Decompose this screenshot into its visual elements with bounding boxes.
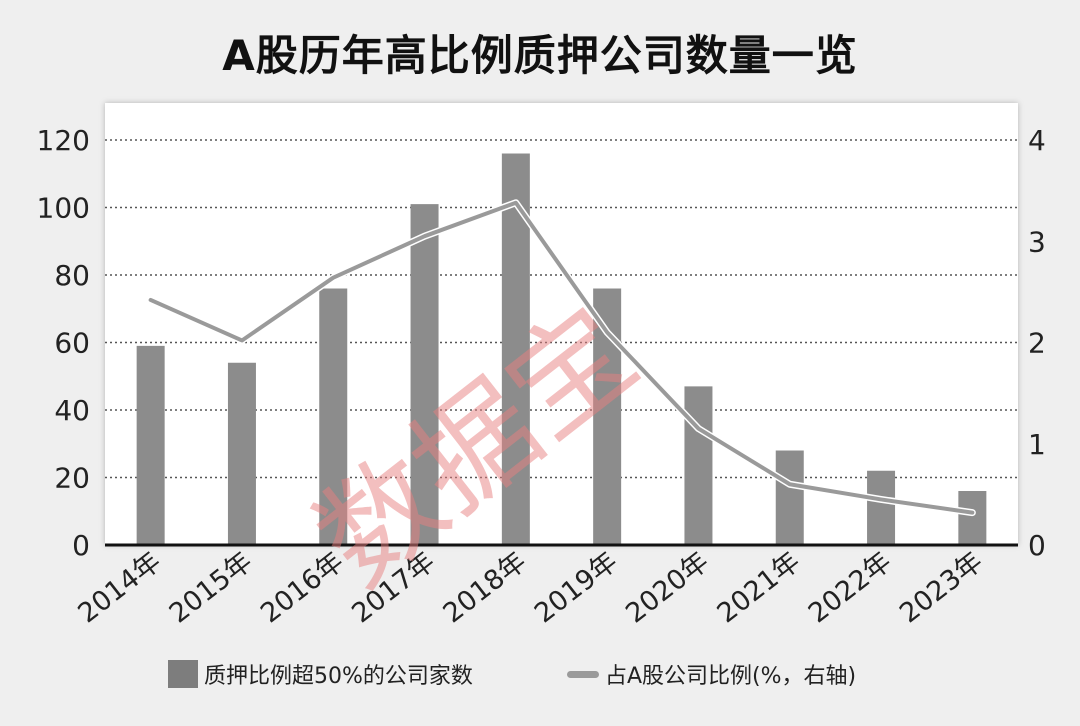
y2-tick-label: 2 [1028,327,1046,360]
bar-swatch-icon [168,660,198,688]
bar [410,204,439,545]
y2-tick-label: 0 [1028,529,1046,562]
y2-tick-label: 4 [1028,124,1046,157]
ratio-line [148,200,975,515]
x-tick-label: 2019年 [529,546,624,629]
bar [867,470,896,545]
x-tick-label: 2021年 [712,546,807,629]
legend-item-bars: 质押比例超50%的公司家数 [168,658,473,690]
y-tick-label: 120 [37,124,90,157]
legend-item-line: 占A股公司比例(%，右轴) [567,658,856,690]
bar-series [136,153,987,545]
y-tick-label: 40 [54,394,90,427]
bar [136,345,165,545]
bar [775,450,804,545]
legend: 质押比例超50%的公司家数 占A股公司比例(%，右轴) [0,658,1080,698]
line-series [147,199,976,517]
bar [958,491,987,545]
bar [684,386,713,545]
bar [319,288,348,545]
plot-background [105,103,1018,545]
x-tick-label: 2020年 [620,546,715,629]
right-y-axis: 0 1 2 3 4 [1028,124,1046,562]
y-tick-label: 80 [54,259,90,292]
gridlines [105,139,1018,479]
x-tick-label: 2018年 [438,546,533,629]
bar [227,362,256,545]
x-tick-label: 2015年 [164,546,259,629]
chart-title: A股历年高比例质押公司数量一览 [222,31,858,80]
x-tick-label: 2023年 [894,546,989,629]
line-swatch-icon [567,670,599,678]
legend-bar-label: 质押比例超50%的公司家数 [204,664,473,689]
y-tick-label: 0 [72,529,90,562]
legend-line-label: 占A股公司比例(%，右轴) [605,664,857,689]
y-tick-label: 60 [54,327,90,360]
y-tick-label: 100 [37,192,90,225]
x-tick-label: 2022年 [803,546,898,629]
y2-tick-label: 1 [1028,428,1046,461]
left-y-axis: 0 20 40 60 80 100 120 [37,124,90,562]
y-tick-label: 20 [54,462,90,495]
y2-tick-label: 3 [1028,225,1046,258]
x-axis-labels: 2014年2015年2016年2017年2018年2019年2020年2021年… [72,546,988,629]
